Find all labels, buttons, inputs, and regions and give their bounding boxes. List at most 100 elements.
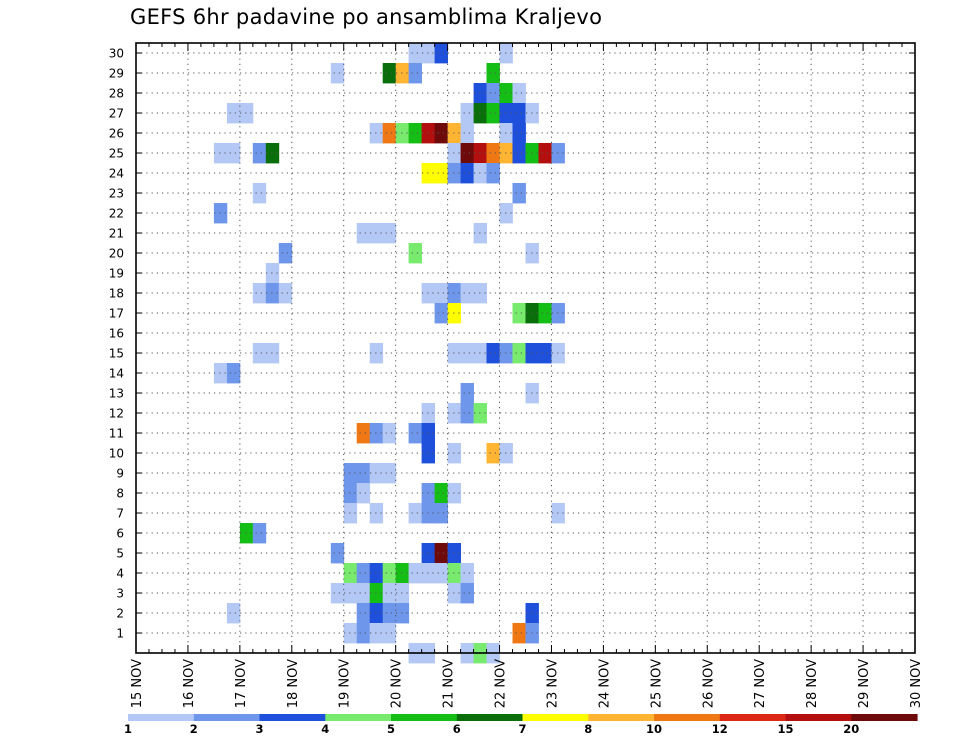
colorbar-swatch (654, 714, 721, 721)
x-tick-label: 25 NOV (649, 659, 664, 708)
y-tick-label: 11 (109, 427, 124, 441)
colorbar-label: 8 (584, 722, 592, 736)
heat-cell (252, 143, 267, 164)
heat-cell (330, 63, 345, 84)
heat-cell (382, 463, 397, 484)
x-tick-label: 23 NOV (545, 659, 560, 708)
heat-cell (356, 223, 371, 244)
y-tick-label: 19 (109, 267, 124, 281)
x-tick-label: 15 NOV (130, 659, 145, 708)
colorbar-label: 4 (321, 722, 329, 736)
heat-cell (265, 283, 280, 304)
heat-cell (486, 63, 500, 84)
heat-cell (382, 623, 397, 644)
heat-cell (382, 603, 397, 624)
heat-cell (356, 463, 371, 484)
heat-cell (356, 423, 371, 444)
heat-cell (239, 103, 254, 124)
y-tick-label: 26 (109, 127, 124, 141)
colorbar-label: 2 (190, 722, 198, 736)
heat-cell (395, 583, 410, 604)
heat-cell (408, 423, 422, 444)
heat-cell (330, 583, 345, 604)
heat-cell (408, 243, 422, 264)
y-tick-label: 2 (116, 607, 124, 621)
x-tick-label: 17 NOV (234, 659, 249, 708)
colorbar-swatch (588, 714, 655, 721)
heat-cell (382, 123, 397, 144)
chart-title: GEFS 6hr padavine po ansamblima Kraljevo (130, 5, 603, 29)
colorbar-swatch (851, 714, 918, 721)
heat-cell (382, 583, 397, 604)
heat-cell (213, 143, 228, 164)
heat-cell (265, 343, 280, 364)
heat-cell (460, 583, 474, 604)
x-tick-label: 19 NOV (338, 659, 353, 708)
heat-cell (265, 143, 280, 164)
heat-cell (356, 563, 371, 584)
x-tick-label: 24 NOV (597, 659, 612, 708)
y-tick-label: 10 (109, 447, 124, 461)
heat-cell (538, 143, 552, 164)
y-tick-label: 14 (109, 367, 124, 381)
heat-cell (512, 183, 526, 204)
heat-cell (434, 283, 448, 304)
x-tick-label: 18 NOV (286, 659, 301, 708)
y-tick-label: 9 (116, 467, 124, 481)
colorbar-swatch (259, 714, 326, 721)
colorbar-swatch (522, 714, 589, 721)
heat-cell (460, 143, 474, 164)
x-tick-label: 26 NOV (701, 659, 716, 708)
colorbar-label: 10 (646, 722, 662, 736)
heat-cell (486, 143, 500, 164)
heat-cell (408, 563, 422, 584)
heat-cell (538, 343, 552, 364)
x-tick-label: 20 NOV (390, 659, 405, 708)
heat-cell (356, 483, 371, 504)
heat-cell (512, 303, 526, 324)
heat-cell (395, 123, 410, 144)
heat-cell (460, 163, 474, 184)
heat-cell (226, 603, 241, 624)
y-tick-label: 27 (109, 107, 124, 121)
heat-cell (538, 303, 552, 324)
y-tick-label: 17 (109, 307, 124, 321)
colorbar-label: 5 (387, 722, 395, 736)
heat-cell (382, 223, 397, 244)
heat-cell (512, 83, 526, 104)
heat-cell (512, 623, 526, 644)
heat-cell (460, 343, 474, 364)
heat-cell (226, 363, 241, 384)
colorbar-label: 3 (255, 722, 263, 736)
y-tick-label: 7 (116, 507, 124, 521)
y-tick-label: 8 (116, 487, 124, 501)
y-tick-label: 16 (109, 327, 124, 341)
heat-cell (434, 123, 448, 144)
y-tick-label: 23 (109, 187, 124, 201)
heat-cell (486, 343, 500, 364)
heat-cell (486, 163, 500, 184)
heat-cell (395, 603, 410, 624)
y-tick-label: 6 (116, 527, 124, 541)
heat-cell (512, 143, 526, 164)
y-tick-label: 3 (116, 587, 124, 601)
y-tick-label: 1 (116, 627, 124, 641)
heat-cell (395, 63, 410, 84)
colorbar-label: 6 (453, 722, 461, 736)
heat-cell (460, 403, 474, 424)
colorbar-swatch (719, 714, 787, 721)
y-tick-label: 21 (109, 227, 124, 241)
heat-cell (460, 563, 474, 584)
x-axis: 15 NOV 16 NOV 17 NOV 18 NOV 19 NOV 20 NOV 21 N… (130, 43, 924, 708)
heat-cell (512, 343, 526, 364)
y-tick-label: 20 (109, 247, 124, 261)
heat-cell (382, 423, 397, 444)
heat-cell (512, 123, 526, 144)
heat-cell (356, 603, 371, 624)
x-tick-label: 29 NOV (857, 659, 872, 708)
heat-cell (486, 103, 500, 124)
colorbar-swatch (456, 714, 524, 721)
y-tick-label: 4 (116, 567, 124, 581)
heat-cell (434, 163, 448, 184)
